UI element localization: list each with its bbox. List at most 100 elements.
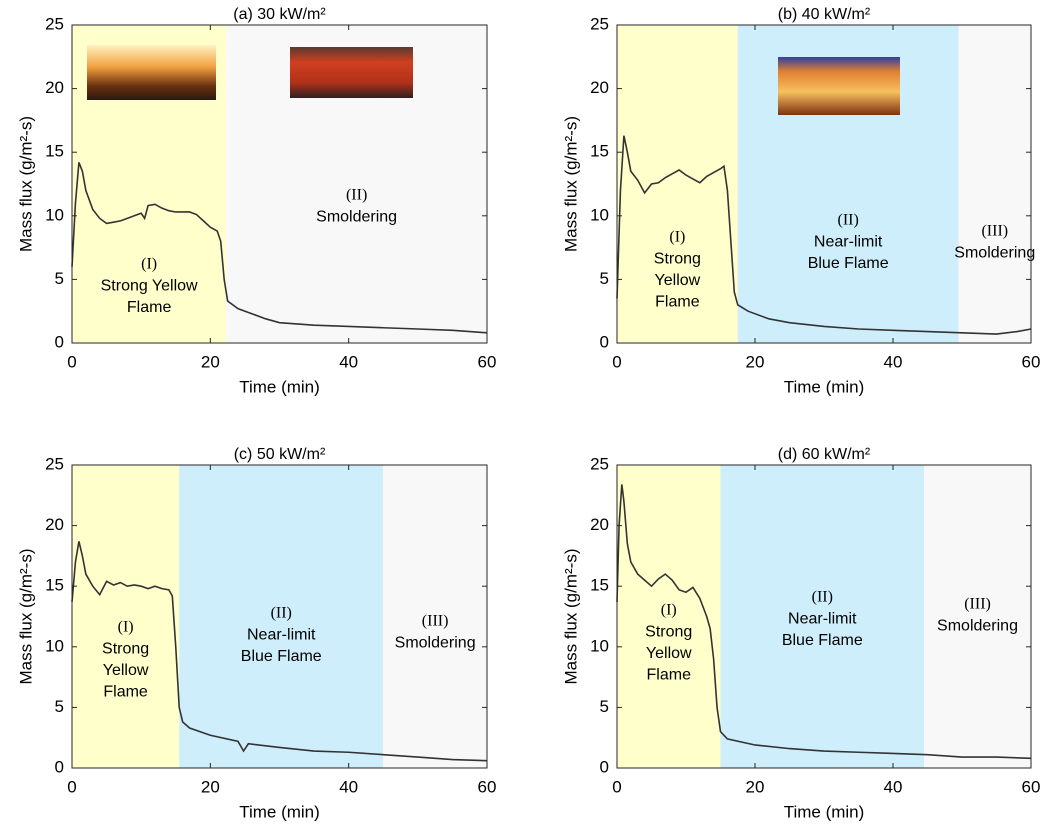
y-tick-label: 25 bbox=[590, 14, 609, 33]
chart-title: (d) 60 kW/m² bbox=[778, 446, 871, 463]
phase-label: Flame bbox=[103, 684, 148, 701]
y-tick-label: 5 bbox=[600, 269, 609, 288]
x-tick-label: 60 bbox=[1022, 352, 1041, 371]
phase-label: Smoldering bbox=[954, 245, 1035, 262]
data-line bbox=[616, 484, 1032, 760]
phase-label: Strong bbox=[654, 251, 701, 268]
x-tick-label: 60 bbox=[1022, 777, 1041, 796]
x-tick-label: 20 bbox=[746, 352, 765, 371]
phase-label: Flame bbox=[647, 667, 692, 684]
phase-label: Near-limit bbox=[814, 234, 883, 251]
x-tick-label: 20 bbox=[746, 777, 765, 796]
photos bbox=[87, 45, 900, 115]
x-tick-label: 20 bbox=[201, 352, 220, 371]
phase-label: (III) bbox=[422, 613, 449, 630]
y-tick-label: 10 bbox=[590, 205, 609, 224]
phase-label: Blue Flame bbox=[808, 255, 889, 272]
x-tick-label: 40 bbox=[884, 352, 903, 371]
axes-frame bbox=[71, 464, 488, 769]
y-tick-label: 25 bbox=[590, 454, 609, 473]
phase-label: (II) bbox=[346, 187, 367, 204]
data-line bbox=[616, 135, 1032, 335]
y-tick-label: 5 bbox=[600, 697, 609, 716]
phase-label: Smoldering bbox=[937, 618, 1018, 635]
y-tick-label: 0 bbox=[600, 332, 609, 351]
y-tick-label: 25 bbox=[45, 14, 64, 33]
phase-region bbox=[617, 465, 721, 768]
x-tick-label: 0 bbox=[67, 777, 76, 796]
y-tick-label: 20 bbox=[590, 515, 609, 534]
photo bbox=[87, 45, 216, 100]
y-tick-label: 10 bbox=[45, 636, 64, 655]
chart-title: (b) 40 kW/m² bbox=[778, 6, 871, 23]
phase-label: (III) bbox=[964, 596, 991, 613]
axes-frame bbox=[616, 464, 1032, 769]
chart-title: (a) 30 kW/m² bbox=[233, 6, 326, 23]
y-tick-label: 20 bbox=[45, 78, 64, 97]
phase-label: (I) bbox=[141, 256, 157, 273]
phase-label: (II) bbox=[812, 589, 833, 606]
phase-region bbox=[179, 465, 384, 768]
y-tick-label: 0 bbox=[55, 757, 64, 776]
y-axis-label: Mass flux (g/m²-s) bbox=[561, 549, 580, 685]
x-tick-label: 40 bbox=[339, 352, 358, 371]
phase-label: Strong Yellow bbox=[101, 278, 198, 295]
y-tick-label: 5 bbox=[55, 697, 64, 716]
phase-label: Yellow bbox=[655, 272, 701, 289]
y-axis-label: Mass flux (g/m²-s) bbox=[16, 549, 35, 685]
phase-label: Smoldering bbox=[395, 635, 476, 652]
phase-label: (III) bbox=[981, 223, 1008, 240]
phase-label: Yellow bbox=[646, 645, 692, 662]
y-tick-label: 15 bbox=[590, 142, 609, 161]
photo bbox=[778, 57, 900, 115]
data-line bbox=[71, 162, 488, 334]
x-tick-label: 0 bbox=[67, 352, 76, 371]
x-axis-label: Time (min) bbox=[239, 802, 320, 821]
photo bbox=[290, 47, 413, 98]
phase-region bbox=[383, 465, 487, 768]
phase-label: (II) bbox=[271, 605, 292, 622]
phase-label: Near-limit bbox=[247, 627, 316, 644]
phase-label: (I) bbox=[118, 619, 134, 636]
phase-label: Smoldering bbox=[316, 209, 397, 226]
x-tick-label: 40 bbox=[339, 777, 358, 796]
phase-label: Yellow bbox=[103, 662, 149, 679]
y-tick-label: 15 bbox=[590, 576, 609, 595]
phase-label: Strong bbox=[645, 624, 692, 641]
y-axis-label: Mass flux (g/m²-s) bbox=[16, 116, 35, 252]
y-tick-label: 25 bbox=[45, 454, 64, 473]
x-tick-label: 40 bbox=[884, 777, 903, 796]
y-tick-label: 10 bbox=[45, 205, 64, 224]
x-axis-label: Time (min) bbox=[784, 377, 865, 396]
phase-label: Blue Flame bbox=[241, 648, 322, 665]
phase-label: Strong bbox=[102, 641, 149, 658]
phase-label: (I) bbox=[669, 229, 685, 246]
x-tick-label: 60 bbox=[478, 352, 497, 371]
phase-region bbox=[617, 25, 738, 343]
x-axis-label: Time (min) bbox=[239, 377, 320, 396]
y-tick-label: 0 bbox=[600, 757, 609, 776]
y-tick-label: 15 bbox=[45, 142, 64, 161]
phase-region bbox=[958, 25, 1031, 343]
phase-label: (I) bbox=[661, 602, 677, 619]
phase-label: Flame bbox=[655, 294, 700, 311]
x-tick-label: 20 bbox=[201, 777, 220, 796]
phase-label: (II) bbox=[837, 212, 858, 229]
y-tick-label: 15 bbox=[45, 576, 64, 595]
phase-label: Blue Flame bbox=[782, 632, 863, 649]
phase-label: Flame bbox=[127, 299, 172, 316]
y-axis-label: Mass flux (g/m²-s) bbox=[561, 116, 580, 252]
x-tick-label: 60 bbox=[478, 777, 497, 796]
phase-region bbox=[924, 465, 1031, 768]
plots: (I) Strong Yellow Flame (II) Smoldering 0 20 40… bbox=[16, 6, 1040, 821]
x-axis-label: Time (min) bbox=[784, 802, 865, 821]
axes-frame bbox=[616, 24, 1032, 344]
y-tick-label: 20 bbox=[590, 78, 609, 97]
data-line bbox=[71, 541, 488, 762]
y-tick-label: 0 bbox=[55, 332, 64, 351]
axes-frame bbox=[71, 24, 488, 344]
phase-region bbox=[720, 465, 925, 768]
chart-title: (c) 50 kW/m² bbox=[234, 446, 326, 463]
y-tick-label: 20 bbox=[45, 515, 64, 534]
